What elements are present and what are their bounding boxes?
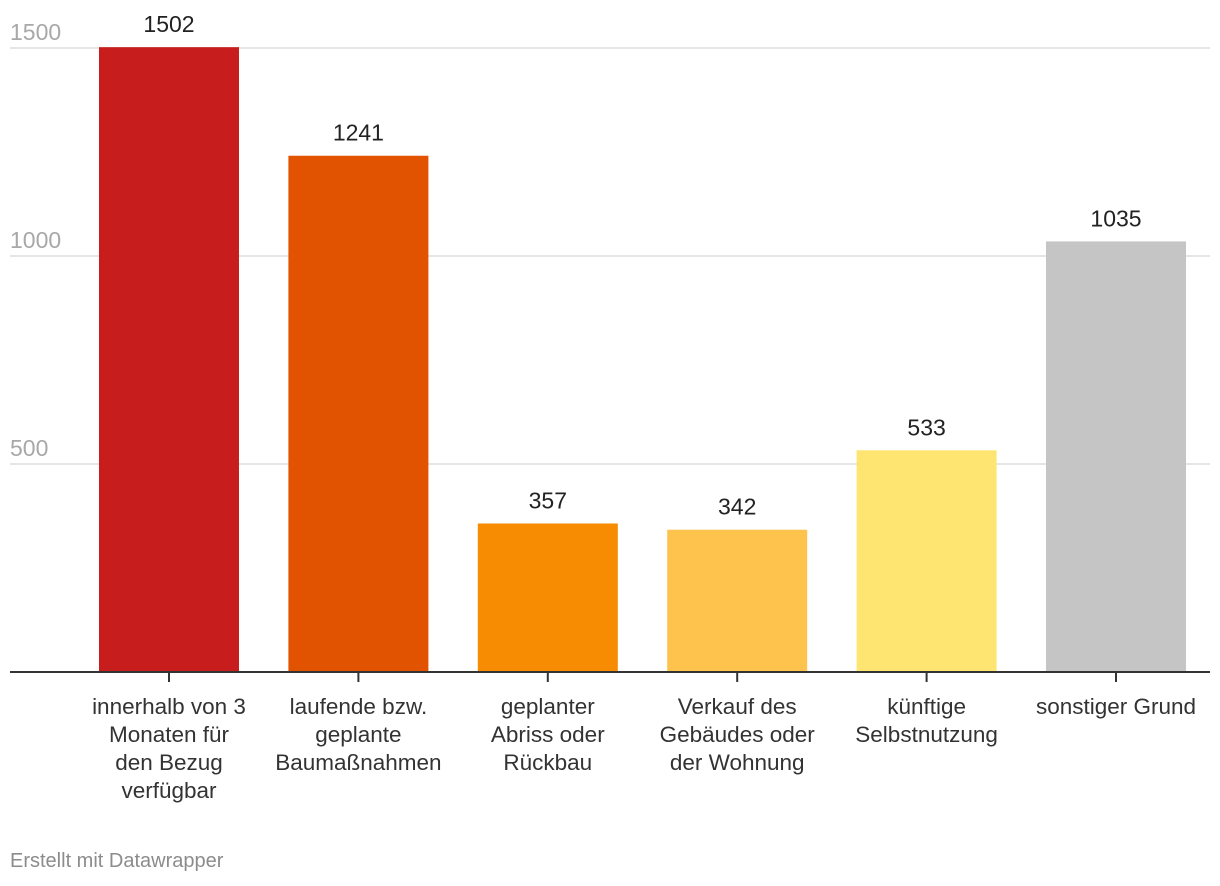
value-label: 533 xyxy=(907,414,945,440)
category-label-line: Selbstnutzung xyxy=(855,722,998,747)
bar xyxy=(288,155,429,672)
category-label-line: den Bezug xyxy=(115,750,223,775)
value-label: 1035 xyxy=(1090,205,1141,231)
bar xyxy=(667,529,808,672)
category-label: geplanter Abriss oder Rückbau xyxy=(491,694,605,775)
credit-text: Erstellt mit Datawrapper xyxy=(10,850,224,872)
category-label-line: geplante xyxy=(315,722,401,747)
bar xyxy=(477,523,618,672)
category-label: laufende bzw. geplante Baumaßnahmen xyxy=(275,694,441,775)
category-label-line: innerhalb von 3 xyxy=(92,694,246,719)
labels: 500 1000 1500 1502 innerhalb von 3 Monaten fü… xyxy=(10,11,1196,803)
category-label-line: geplanter xyxy=(501,694,595,719)
bars xyxy=(99,47,1186,673)
value-label: 342 xyxy=(718,494,756,520)
category-label-line: laufende bzw. xyxy=(290,694,428,719)
category-label-line: der Wohnung xyxy=(670,750,805,775)
category-label-line: verfügbar xyxy=(121,778,217,803)
category-label-line: sonstiger Grund xyxy=(1036,694,1196,719)
bar xyxy=(99,47,239,673)
category-label: künftige Selbstnutzung xyxy=(855,694,998,747)
bar xyxy=(1046,241,1186,672)
y-tick-label: 1000 xyxy=(10,227,61,253)
category-label-line: Abriss oder xyxy=(491,722,605,747)
category-label-line: Verkauf des xyxy=(678,694,797,719)
category-label: innerhalb von 3 Monaten für den Bezug verfü… xyxy=(92,694,246,803)
value-label: 357 xyxy=(529,487,567,513)
category-label: Verkauf des Gebäudes oder der Wohnung xyxy=(660,694,816,775)
bar xyxy=(856,450,997,672)
y-tick-label: 500 xyxy=(10,435,48,461)
value-label: 1502 xyxy=(143,11,194,37)
category-label-line: künftige xyxy=(887,694,966,719)
x-axis xyxy=(10,671,1210,682)
category-label-line: Gebäudes oder xyxy=(660,722,816,747)
category-label-line: Rückbau xyxy=(503,750,592,775)
category-label: sonstiger Grund xyxy=(1036,694,1196,719)
y-tick-label: 1500 xyxy=(10,19,61,45)
category-label-line: Baumaßnahmen xyxy=(275,750,441,775)
value-label: 1241 xyxy=(333,120,384,146)
category-label-line: Monaten für xyxy=(109,722,230,747)
